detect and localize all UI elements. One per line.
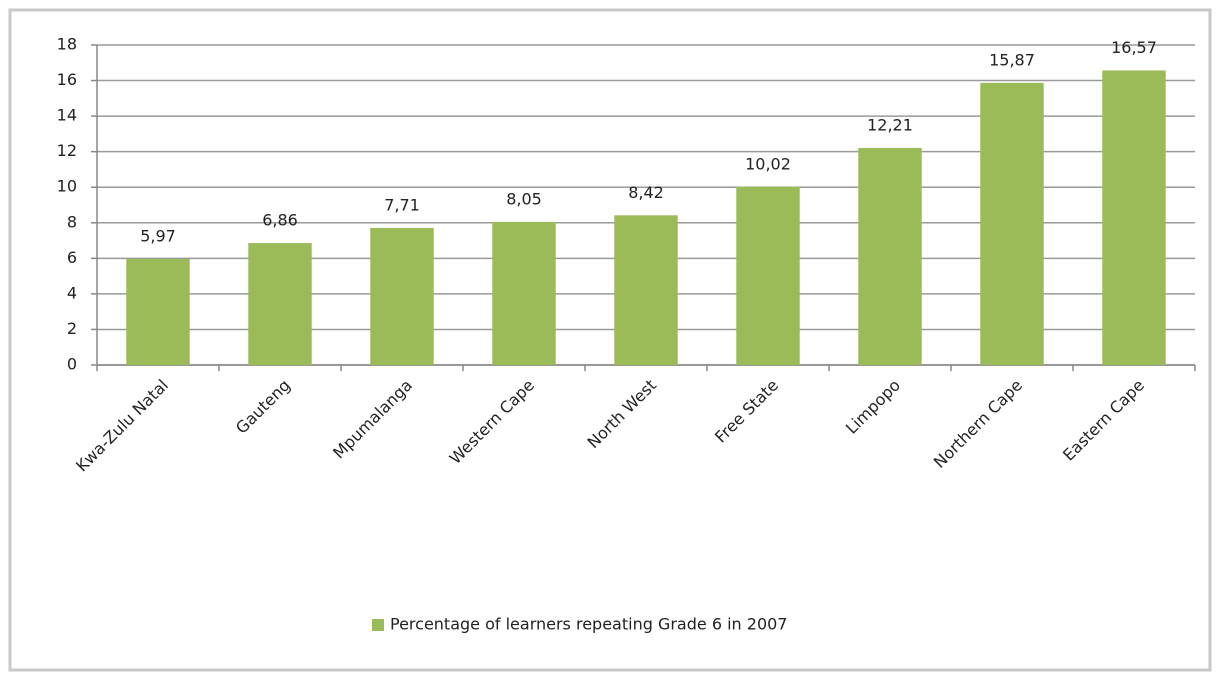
y-tick-label: 18 (57, 35, 77, 54)
bar (1102, 70, 1166, 365)
y-tick-label: 0 (67, 355, 77, 374)
x-tick-label: Eastern Cape (1059, 376, 1148, 465)
legend-swatch (372, 619, 384, 631)
data-label: 6,86 (262, 211, 298, 230)
x-tick-label: Kwa-Zulu Natal (72, 376, 172, 476)
y-tick-label: 12 (57, 141, 77, 160)
legend-label: Percentage of learners repeating Grade 6… (390, 615, 787, 634)
x-tick-label: Northern Cape (930, 376, 1026, 472)
data-label: 12,21 (867, 115, 913, 134)
bar (980, 82, 1044, 365)
y-tick-label: 16 (57, 70, 77, 89)
bar (858, 147, 922, 365)
x-tick-label: North West (584, 376, 660, 452)
y-tick-label: 14 (57, 106, 77, 125)
bar (492, 221, 556, 365)
x-tick-label: Mpumalanga (329, 376, 416, 463)
y-tick-label: 6 (67, 248, 77, 267)
data-label: 15,87 (989, 50, 1035, 69)
bar (248, 243, 312, 365)
data-label: 7,71 (384, 195, 420, 214)
y-tick-label: 4 (67, 283, 77, 302)
bar (736, 186, 800, 365)
bar (370, 227, 434, 365)
bar (126, 258, 190, 365)
data-label: 16,57 (1111, 38, 1157, 57)
x-tick-label: Free State (711, 376, 782, 447)
y-tick-label: 10 (57, 177, 77, 196)
x-tick-label: Gauteng (232, 376, 294, 438)
bar (614, 215, 678, 365)
y-tick-label: 2 (67, 319, 77, 338)
x-tick-label: Western Cape (446, 376, 538, 468)
chart-frame (8, 8, 1212, 672)
data-label: 8,05 (506, 189, 542, 208)
data-label: 5,97 (140, 226, 176, 245)
data-label: 8,42 (628, 183, 664, 202)
x-tick-label: Limpopo (842, 376, 904, 438)
y-tick-label: 8 (67, 212, 77, 231)
data-label: 10,02 (745, 154, 791, 173)
